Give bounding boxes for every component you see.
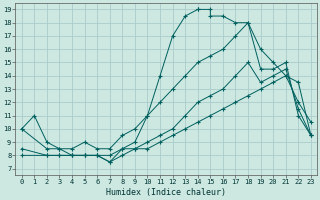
X-axis label: Humidex (Indice chaleur): Humidex (Indice chaleur): [106, 188, 226, 197]
